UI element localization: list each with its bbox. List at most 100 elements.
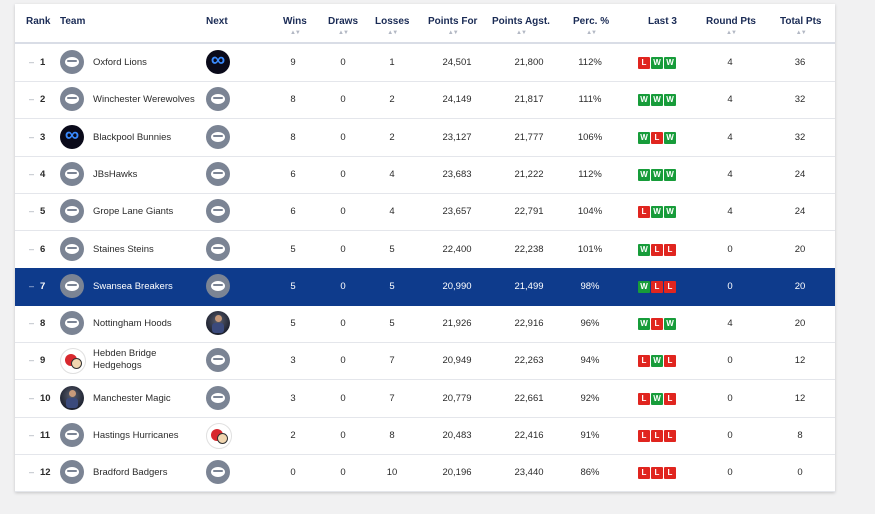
- percentage-cell: 112%: [578, 57, 602, 68]
- table-row[interactable]: –3 Blackpool Bunnies 8 0 2 23,127 21,777…: [15, 119, 835, 157]
- next-opponent-logo-icon[interactable]: [206, 87, 230, 112]
- points-against-cell: 21,817: [514, 94, 544, 106]
- col-rank-header[interactable]: Rank: [26, 16, 51, 27]
- percentage-cell: 86%: [580, 467, 600, 479]
- team-name[interactable]: Grope Lane Giants: [93, 206, 174, 218]
- points-against-cell: 21,777: [514, 131, 544, 143]
- total-pts-cell: 8: [797, 430, 803, 441]
- team-logo-icon: [60, 236, 84, 261]
- next-opponent-logo-icon[interactable]: [206, 161, 230, 186]
- col-last3-header: Last 3: [648, 16, 677, 27]
- team-name[interactable]: Blackpool Bunnies: [93, 131, 172, 143]
- sort-icon: ▲▼: [726, 30, 737, 36]
- table-row[interactable]: –8 Nottingham Hoods 5 0 5 21,926 22,916 …: [15, 305, 835, 344]
- col-team-header[interactable]: Team: [60, 16, 86, 27]
- col-losses-header[interactable]: Losses ▲▼: [375, 16, 410, 36]
- team-logo-icon: [60, 124, 84, 149]
- col-percentage-header[interactable]: Perc. % ▲▼: [573, 16, 610, 36]
- win-badge: W: [664, 206, 676, 219]
- team-name[interactable]: Hebden Bridge Hedgehogs: [93, 348, 157, 372]
- next-opponent-logo-icon[interactable]: [206, 385, 230, 410]
- team-name[interactable]: Winchester Werewolves: [93, 94, 195, 106]
- loss-badge: L: [651, 430, 663, 442]
- rank-cell: –8: [29, 305, 45, 342]
- col-total-pts-header[interactable]: Total Pts ▲▼: [780, 16, 822, 36]
- total-pts-cell: 36: [794, 57, 806, 68]
- sort-icon: ▲▼: [586, 30, 597, 36]
- table-row[interactable]: –2 Winchester Werewolves 8 0 2 24,149 21…: [15, 81, 835, 120]
- table-row[interactable]: –10 Manchester Magic 3 0 7 20,779 22,661…: [15, 380, 835, 418]
- percentage-cell: 96%: [580, 318, 600, 330]
- round-pts-cell: 4: [727, 57, 733, 68]
- col-draws-header[interactable]: Draws ▲▼: [328, 16, 359, 36]
- points-for-cell: 24,149: [442, 94, 472, 106]
- next-opponent-logo-icon[interactable]: [206, 124, 230, 149]
- total-pts-cell: 32: [794, 131, 806, 143]
- win-badge: W: [664, 318, 676, 331]
- next-opponent-logo-icon[interactable]: [206, 236, 230, 261]
- loss-badge: L: [638, 392, 650, 405]
- team-name[interactable]: Oxford Lions: [93, 57, 147, 68]
- next-opponent-logo-icon[interactable]: [206, 199, 230, 224]
- wins-cell: 5: [290, 280, 296, 292]
- team-name[interactable]: Nottingham Hoods: [93, 318, 172, 330]
- percentage-cell: 101%: [577, 243, 603, 255]
- next-opponent-logo-icon[interactable]: [206, 273, 230, 298]
- team-name[interactable]: Staines Steins: [93, 243, 154, 255]
- team-name[interactable]: Hastings Hurricanes: [93, 430, 179, 441]
- col-round-pts-header[interactable]: Round Pts ▲▼: [706, 16, 756, 36]
- draws-cell: 0: [340, 280, 346, 292]
- round-pts-cell: 4: [727, 318, 733, 330]
- total-pts-cell: 20: [794, 318, 806, 330]
- round-pts-cell: 4: [727, 131, 733, 143]
- win-badge: W: [664, 57, 676, 69]
- losses-cell: 2: [389, 131, 395, 143]
- rank-trend-icon: –: [29, 94, 35, 105]
- col-next-header[interactable]: Next: [206, 16, 228, 27]
- table-row[interactable]: –9 Hebden Bridge Hedgehogs 3 0 7 20,949 …: [15, 342, 835, 381]
- table-row[interactable]: –5 Grope Lane Giants 6 0 4 23,657 22,791…: [15, 193, 835, 232]
- rank-trend-icon: –: [29, 467, 35, 478]
- loss-badge: L: [638, 355, 650, 368]
- next-opponent-logo-icon[interactable]: [206, 311, 230, 336]
- col-wins-header[interactable]: Wins ▲▼: [283, 16, 307, 36]
- col-points-for-header[interactable]: Points For ▲▼: [428, 16, 478, 36]
- team-name[interactable]: JBsHawks: [93, 168, 138, 180]
- table-row[interactable]: –6 Staines Steins 5 0 5 22,400 22,238 10…: [15, 231, 835, 269]
- rank-cell: –2: [29, 81, 45, 118]
- table-row[interactable]: –12 Bradford Badgers 0 0 10 20,196 23,44…: [15, 454, 835, 493]
- table-row[interactable]: –1 Oxford Lions 9 0 1 24,501 21,800 112%…: [15, 44, 835, 82]
- table-row[interactable]: –11 Hastings Hurricanes 2 0 8 20,483 22,…: [15, 417, 835, 455]
- percentage-cell: 104%: [577, 206, 603, 218]
- team-name[interactable]: Manchester Magic: [93, 392, 171, 404]
- points-for-cell: 24,501: [442, 57, 472, 68]
- total-pts-cell: 32: [794, 94, 806, 106]
- next-opponent-logo-icon[interactable]: [206, 50, 230, 74]
- win-badge: W: [651, 206, 663, 219]
- table-row[interactable]: –7 Swansea Breakers 5 0 5 20,990 21,499 …: [15, 267, 835, 306]
- team-name[interactable]: Swansea Breakers: [93, 280, 173, 292]
- sort-icon: ▲▼: [387, 30, 398, 36]
- wins-cell: 2: [290, 430, 296, 441]
- percentage-cell: 111%: [578, 94, 602, 106]
- team-logo-icon: [60, 348, 86, 375]
- team-name[interactable]: Bradford Badgers: [93, 467, 168, 479]
- round-pts-cell: 0: [727, 430, 733, 441]
- next-opponent-logo-icon[interactable]: [206, 423, 232, 449]
- total-pts-cell: 0: [797, 467, 803, 479]
- points-for-cell: 21,926: [442, 318, 472, 330]
- win-badge: W: [651, 392, 663, 405]
- draws-cell: 0: [340, 94, 346, 106]
- total-pts-cell: 20: [794, 280, 806, 292]
- next-opponent-logo-icon[interactable]: [206, 460, 230, 485]
- wins-cell: 3: [290, 355, 296, 367]
- losses-cell: 4: [389, 168, 395, 180]
- points-against-cell: 22,416: [514, 430, 544, 441]
- points-against-cell: 23,440: [514, 467, 544, 479]
- next-opponent-logo-icon[interactable]: [206, 348, 230, 373]
- col-points-against-header[interactable]: Points Agst. ▲▼: [492, 16, 550, 36]
- sort-icon: ▲▼: [447, 30, 459, 36]
